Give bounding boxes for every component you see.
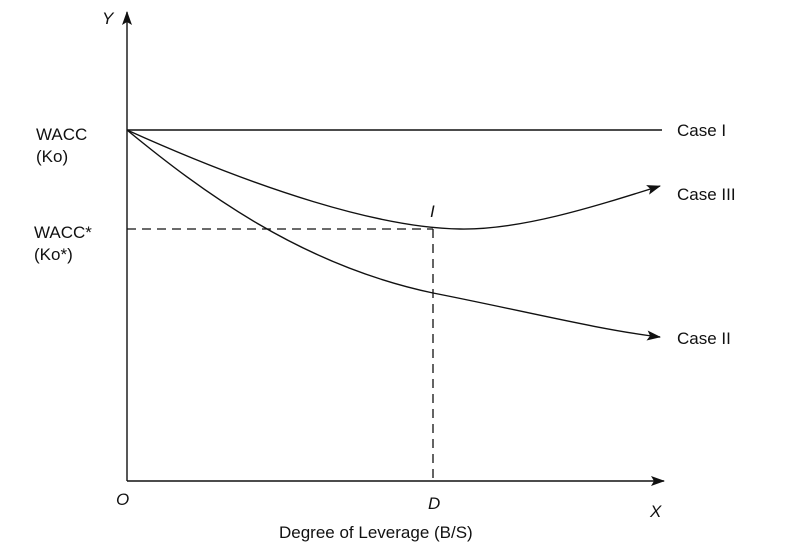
case-2-curve bbox=[126, 129, 661, 341]
optimum-point-label: I bbox=[430, 202, 435, 221]
case-2-label: Case II bbox=[677, 329, 731, 348]
wacc-star-label-line1: WACC* bbox=[34, 223, 92, 242]
case-3-label: Case III bbox=[677, 185, 736, 204]
wacc-star-label-line2: (Ko*) bbox=[34, 245, 73, 264]
y-axis-label: Y bbox=[102, 9, 114, 28]
x-axis-label: X bbox=[650, 502, 662, 521]
optimum-leverage-label: D bbox=[428, 494, 441, 513]
x-axis-title: Degree of Leverage (B/S) bbox=[279, 523, 473, 542]
origin-label: O bbox=[116, 490, 130, 509]
case-3-curve bbox=[126, 129, 661, 230]
wacc-label-line2: (Ko) bbox=[36, 147, 69, 166]
wacc-label-line1: WACC bbox=[36, 125, 88, 144]
case-1-label: Case I bbox=[677, 121, 727, 140]
